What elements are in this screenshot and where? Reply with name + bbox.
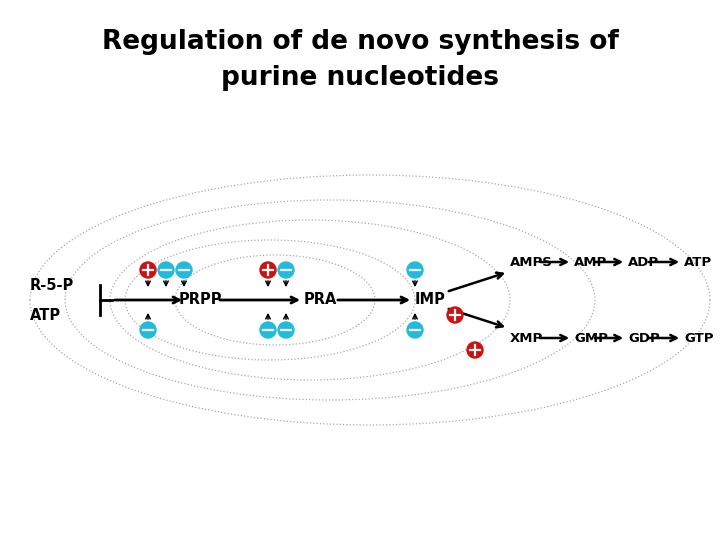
Text: purine nucleotides: purine nucleotides	[221, 65, 499, 91]
Circle shape	[140, 322, 156, 338]
Text: ATP: ATP	[684, 255, 712, 268]
Text: AMP: AMP	[574, 255, 607, 268]
Circle shape	[407, 322, 423, 338]
Text: GMP: GMP	[574, 332, 608, 345]
Circle shape	[260, 262, 276, 278]
Circle shape	[447, 307, 463, 323]
Text: XMP: XMP	[510, 332, 544, 345]
Text: AMPS: AMPS	[510, 255, 553, 268]
Text: PRPP: PRPP	[179, 293, 222, 307]
Text: PRA: PRA	[303, 293, 337, 307]
Circle shape	[260, 322, 276, 338]
Text: R-5-P: R-5-P	[30, 278, 74, 293]
Circle shape	[467, 342, 483, 358]
Circle shape	[278, 322, 294, 338]
Text: ADP: ADP	[628, 255, 659, 268]
Circle shape	[158, 262, 174, 278]
Text: IMP: IMP	[415, 293, 446, 307]
Circle shape	[407, 262, 423, 278]
Circle shape	[176, 262, 192, 278]
Text: GDP: GDP	[628, 332, 660, 345]
Text: GTP: GTP	[684, 332, 714, 345]
Text: Regulation of de novo synthesis of: Regulation of de novo synthesis of	[102, 29, 618, 55]
Circle shape	[278, 262, 294, 278]
Text: ATP: ATP	[30, 307, 61, 322]
Circle shape	[140, 262, 156, 278]
